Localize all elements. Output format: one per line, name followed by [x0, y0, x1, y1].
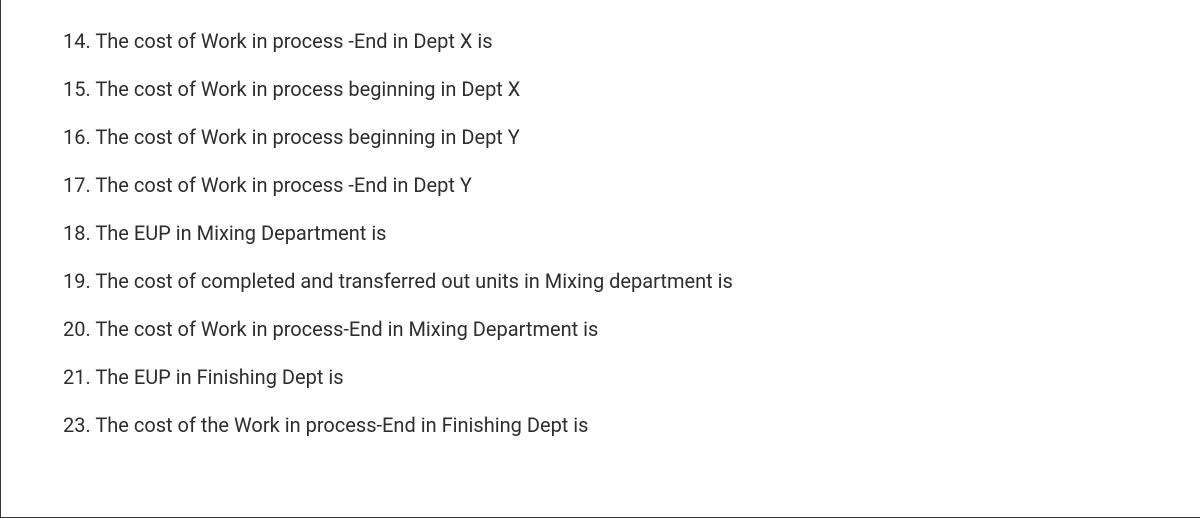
question-separator: .	[85, 29, 95, 53]
question-number: 15	[63, 77, 85, 101]
question-number: 18	[63, 221, 85, 245]
question-number: 23	[63, 413, 85, 437]
question-item: 20. The cost of Work in process-End in M…	[63, 316, 1200, 342]
question-number: 14	[63, 29, 85, 53]
question-text: The cost of completed and transferred ou…	[95, 269, 733, 293]
question-text: The EUP in Mixing Department is	[95, 221, 386, 245]
question-item: 14. The cost of Work in process -End in …	[63, 28, 1200, 54]
question-text: The cost of Work in process -End in Dept…	[95, 29, 492, 53]
question-text: The cost of the Work in process-End in F…	[95, 413, 588, 437]
question-separator: .	[85, 317, 95, 341]
question-list: 14. The cost of Work in process -End in …	[63, 28, 1200, 438]
question-number: 17	[63, 173, 85, 197]
question-number: 19	[63, 269, 85, 293]
question-item: 19. The cost of completed and transferre…	[63, 268, 1200, 294]
question-separator: .	[85, 269, 95, 293]
question-item: 21. The EUP in Finishing Dept is	[63, 364, 1200, 390]
question-number: 21	[63, 365, 85, 389]
question-separator: .	[85, 365, 95, 389]
question-separator: .	[85, 77, 95, 101]
question-number: 16	[63, 125, 85, 149]
question-separator: .	[85, 125, 95, 149]
document-container: 14. The cost of Work in process -End in …	[0, 0, 1200, 518]
question-text: The cost of Work in process beginning in…	[95, 77, 520, 101]
question-text: The EUP in Finishing Dept is	[95, 365, 343, 389]
question-item: 15. The cost of Work in process beginnin…	[63, 76, 1200, 102]
question-text: The cost of Work in process beginning in…	[95, 125, 520, 149]
question-item: 18. The EUP in Mixing Department is	[63, 220, 1200, 246]
question-separator: .	[85, 413, 95, 437]
question-item: 16. The cost of Work in process beginnin…	[63, 124, 1200, 150]
question-item: 17. The cost of Work in process -End in …	[63, 172, 1200, 198]
question-item: 23. The cost of the Work in process-End …	[63, 412, 1200, 438]
question-separator: .	[85, 173, 95, 197]
question-text: The cost of Work in process-End in Mixin…	[95, 317, 598, 341]
question-text: The cost of Work in process -End in Dept…	[95, 173, 472, 197]
question-number: 20	[63, 317, 85, 341]
question-separator: .	[85, 221, 95, 245]
